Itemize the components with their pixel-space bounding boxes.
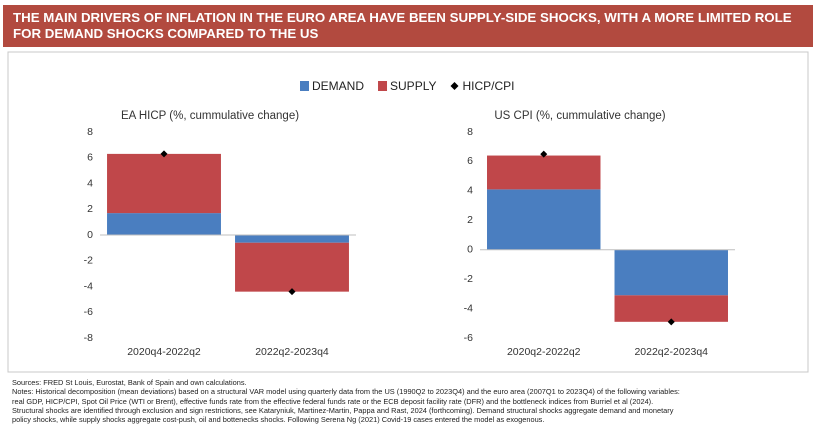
- x-tick-label: 2022q2-2023q4: [634, 346, 708, 358]
- chart-title: EA HICP (%, cummulative change): [121, 110, 299, 122]
- bar: [235, 242, 349, 292]
- y-tick-label: -6: [464, 332, 473, 344]
- legend-swatch: [300, 81, 309, 91]
- marker: [288, 288, 296, 296]
- note-line: policy shocks, while supply shocks aggre…: [12, 415, 545, 425]
- x-tick-label: 2020q4-2022q2: [127, 346, 201, 358]
- chart-frame: [7, 51, 809, 373]
- legend-label: HICP/CPI: [462, 79, 514, 93]
- y-tick-label: 8: [87, 126, 93, 138]
- bar: [107, 213, 221, 235]
- y-tick-label: 4: [467, 185, 473, 197]
- note-line: real GDP, HICP/CPI, Spot Oil Price (WTI …: [12, 396, 654, 406]
- y-tick-label: 8: [467, 126, 473, 138]
- bar: [107, 153, 221, 214]
- y-tick-label: -2: [84, 255, 93, 267]
- y-tick-label: 6: [467, 155, 473, 167]
- y-tick-label: 2: [467, 214, 473, 226]
- y-tick-label: 0: [87, 229, 93, 241]
- y-tick-label: -8: [84, 332, 93, 344]
- y-tick-label: -6: [84, 306, 93, 318]
- footer: Sources: FRED St Louis, Eurostat, Bank o…: [12, 378, 808, 424]
- marker: [160, 150, 168, 158]
- marker: [540, 150, 548, 158]
- y-tick-label: 0: [467, 243, 473, 255]
- legend-label: DEMAND: [312, 79, 364, 93]
- y-tick-label: -2: [464, 273, 473, 285]
- bar: [614, 295, 728, 322]
- legend-label: SUPPLY: [390, 79, 436, 93]
- legend-swatch: [378, 81, 388, 91]
- y-tick-label: -4: [464, 302, 473, 314]
- x-tick-label: 2022q2-2023q4: [255, 346, 329, 358]
- marker: [667, 318, 675, 326]
- legend-marker: [450, 82, 459, 90]
- legend: DEMAND SUPPLY HICP/CPI: [300, 79, 515, 93]
- note-line: Notes: Historical decomposition (mean de…: [12, 387, 680, 397]
- y-tick-label: -4: [84, 280, 93, 292]
- bar: [487, 189, 601, 250]
- bar: [614, 249, 728, 296]
- x-tick-label: 2020q2-2022q2: [507, 346, 581, 358]
- chart-title: US CPI (%, cummulative change): [494, 110, 665, 122]
- note-line: Structural shocks are identified through…: [12, 405, 674, 415]
- sources: Sources: FRED St Louis, Eurostat, Bank o…: [12, 378, 247, 387]
- y-tick-label: 6: [87, 152, 93, 164]
- y-tick-label: 4: [87, 177, 93, 189]
- y-tick-label: 2: [87, 203, 93, 215]
- header-title: THE MAIN DRIVERS OF INFLATION IN THE EUR…: [3, 5, 813, 47]
- bar: [235, 235, 349, 243]
- bar: [487, 155, 601, 190]
